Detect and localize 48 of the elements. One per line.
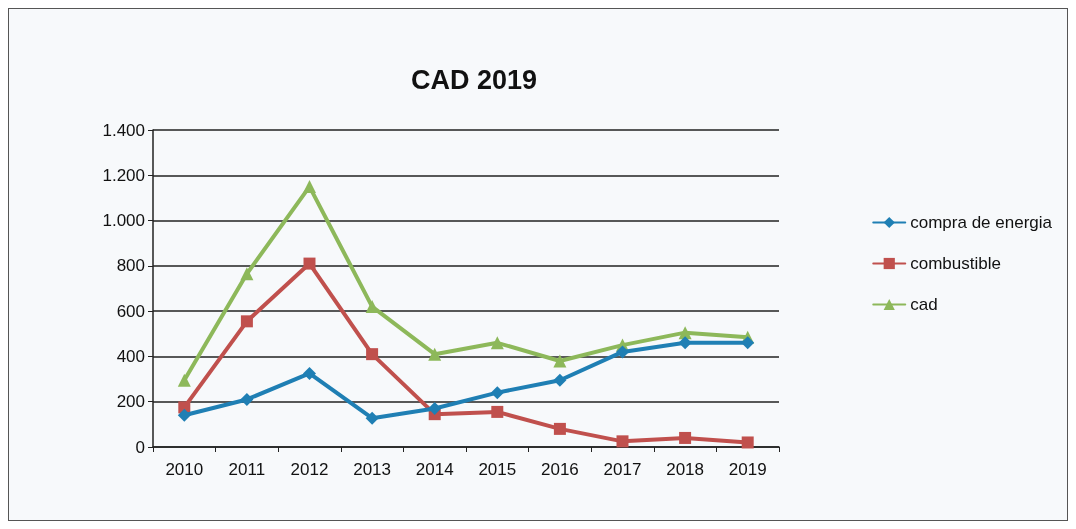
y-tick-label: 1.400	[102, 120, 145, 140]
point	[365, 300, 379, 314]
chart-title: CAD 2019	[410, 64, 538, 95]
point	[240, 267, 254, 281]
point	[240, 392, 254, 406]
x-tick-label: 2019	[728, 460, 767, 479]
point	[678, 326, 692, 340]
x-tick-label: 2012	[290, 460, 329, 479]
point	[240, 315, 253, 328]
x-tick-label: 2011	[228, 460, 266, 479]
point	[678, 336, 692, 350]
point	[366, 348, 379, 361]
point	[741, 436, 754, 449]
point	[553, 373, 567, 387]
point	[553, 354, 567, 368]
point	[616, 345, 629, 359]
x-tick-label: 2014	[415, 460, 454, 479]
x-tick-label: 2013	[353, 460, 392, 479]
point	[553, 422, 566, 435]
point	[177, 408, 191, 422]
point	[616, 435, 629, 448]
y-tick-label: 200	[116, 392, 145, 412]
x-tick-label: 2018	[666, 460, 705, 479]
y-tick-label: 0	[135, 437, 145, 457]
point	[490, 336, 504, 350]
legend-label: cad	[910, 295, 938, 314]
x-tick-label: 2016	[540, 460, 579, 479]
legend-label: compra de energia	[910, 213, 1053, 232]
y-tick-label: 800	[116, 256, 145, 276]
point	[303, 366, 316, 380]
point	[679, 431, 692, 444]
y-tick-label: 1.000	[102, 211, 145, 231]
point	[428, 347, 442, 361]
x-tick-label: 2010	[165, 460, 204, 479]
y-tick-label: 400	[116, 346, 145, 366]
point	[303, 180, 316, 194]
x-tick-label: 2015	[478, 460, 517, 479]
point	[741, 336, 755, 350]
point	[490, 386, 504, 400]
legend-label: combustible	[910, 254, 1001, 273]
y-tick-label: 600	[116, 301, 145, 321]
point	[428, 402, 442, 416]
point	[491, 405, 504, 418]
point	[303, 257, 316, 270]
point	[365, 411, 379, 425]
y-tick-label: 1.200	[102, 165, 145, 185]
point	[177, 373, 191, 387]
x-tick-label: 2017	[603, 460, 642, 479]
